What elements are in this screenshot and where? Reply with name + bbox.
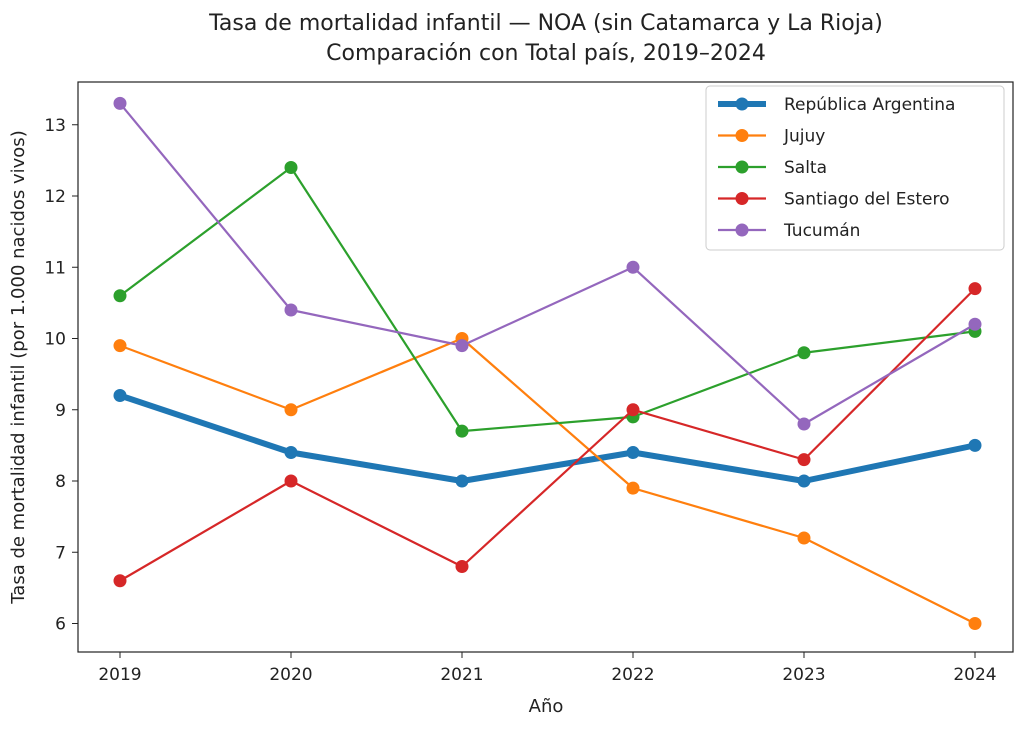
data-point	[968, 317, 982, 331]
chart-title: Tasa de mortalidad infantil — NOA (sin C…	[208, 11, 883, 36]
data-point	[797, 453, 811, 467]
legend-swatch-marker	[735, 129, 749, 142]
y-tick-label: 8	[55, 472, 66, 492]
x-tick-label: 2022	[611, 665, 654, 685]
data-point	[797, 531, 811, 545]
series-line	[119, 166, 976, 433]
data-point	[455, 339, 469, 353]
series-line	[119, 337, 976, 625]
series-república-argentina	[113, 389, 982, 488]
plot-area	[77, 81, 1014, 653]
data-point	[113, 289, 127, 303]
data-point	[455, 424, 469, 438]
data-point	[284, 446, 298, 459]
chart-subtitle: Comparación con Total país, 2019–2024	[326, 41, 766, 66]
x-tick-label: 2024	[953, 665, 996, 685]
series-salta	[113, 161, 982, 438]
y-axis-label: Tasa de mortalidad infantil (por 1.000 n…	[8, 130, 29, 604]
data-point	[626, 260, 640, 274]
y-tick-label: 10	[44, 330, 66, 350]
legend-swatch-marker	[735, 223, 749, 237]
data-point	[968, 617, 982, 630]
x-tick-label: 2020	[269, 665, 312, 685]
y-tick-label: 9	[55, 401, 66, 421]
x-tick-label: 2019	[98, 665, 141, 685]
legend-swatch-marker	[735, 160, 749, 174]
data-point	[284, 161, 298, 174]
data-point	[626, 481, 640, 495]
x-tick-label: 2021	[440, 665, 483, 685]
series-santiago-del-estero	[113, 282, 982, 588]
y-tick-label: 6	[55, 615, 66, 635]
data-point	[113, 339, 127, 353]
data-point	[797, 474, 811, 488]
data-point	[797, 417, 811, 431]
data-point	[284, 303, 298, 317]
legend-label: Santiago del Estero	[784, 190, 950, 210]
x-axis-label: Año	[529, 696, 564, 717]
data-point	[968, 282, 982, 296]
data-point	[455, 560, 469, 573]
data-point	[797, 346, 811, 360]
x-tick-label: 2023	[782, 665, 825, 685]
data-point	[968, 438, 982, 452]
y-tick-label: 11	[44, 258, 66, 278]
series-jujuy	[113, 332, 982, 630]
data-point	[113, 574, 127, 588]
legend: República Argentina Jujuy Salta Santiago de…	[705, 85, 1005, 251]
data-point	[113, 96, 127, 110]
y-tick-label: 13	[44, 116, 66, 136]
series-line	[119, 287, 976, 582]
data-point	[626, 446, 640, 459]
data-point	[455, 474, 469, 488]
series-line	[119, 102, 976, 426]
legend-label: República Argentina	[784, 95, 955, 115]
legend-swatch-marker	[735, 97, 749, 111]
legend-label: Tucumán	[783, 221, 860, 241]
legend-label: Salta	[784, 158, 827, 178]
series-tucumán	[113, 96, 982, 431]
data-point	[626, 403, 640, 417]
legend-label: Jujuy	[783, 127, 825, 147]
data-point	[284, 403, 298, 417]
y-tick-label: 7	[55, 543, 66, 563]
data-point	[113, 389, 127, 402]
series-line	[119, 392, 976, 484]
data-point	[284, 474, 298, 488]
legend-box	[705, 85, 1005, 251]
y-tick-label: 12	[44, 187, 66, 207]
legend-swatch-marker	[735, 192, 749, 205]
